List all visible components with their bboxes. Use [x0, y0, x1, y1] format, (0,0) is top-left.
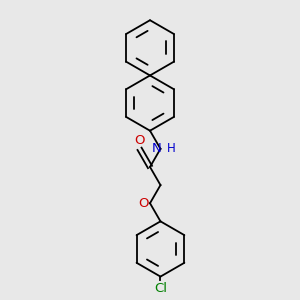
Text: H: H — [167, 142, 176, 155]
Text: O: O — [134, 134, 145, 147]
Text: O: O — [138, 197, 148, 210]
Text: Cl: Cl — [154, 282, 167, 295]
Text: N: N — [151, 142, 161, 155]
